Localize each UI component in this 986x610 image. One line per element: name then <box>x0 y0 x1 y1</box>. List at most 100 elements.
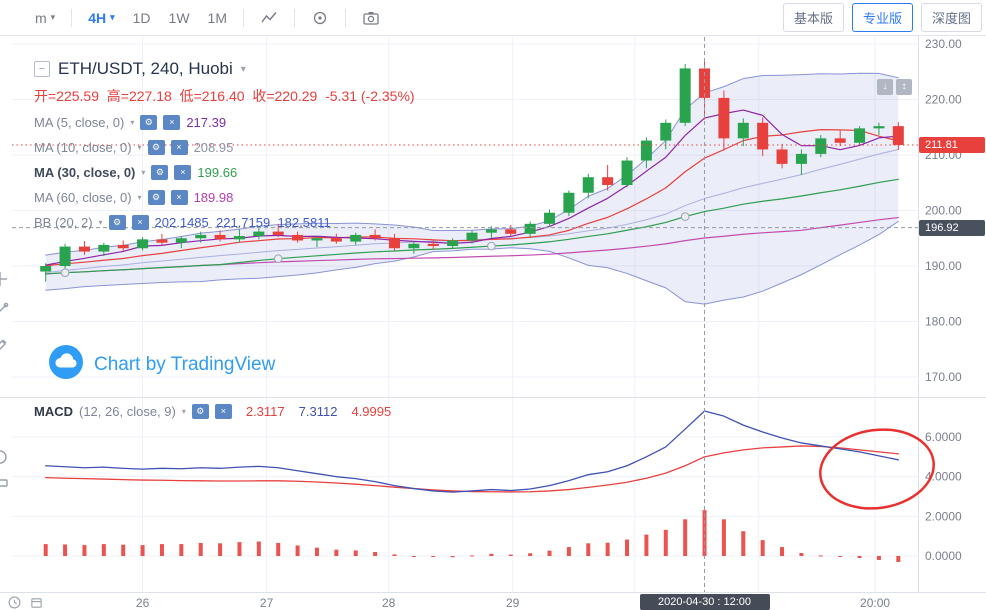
bollinger-band-fill <box>45 73 899 305</box>
indicator-value: 202.1485 221.7159 182.5811 <box>154 215 331 230</box>
last-price-badge: 211.81 <box>919 136 985 153</box>
macd-histogram-bar <box>256 541 261 556</box>
indicator-remove-button[interactable]: × <box>170 140 188 155</box>
clock-icon[interactable] <box>8 596 21 609</box>
macd-histogram-bar <box>411 556 416 557</box>
series-marker <box>60 268 70 278</box>
indicator-row-ma60: MA (60, close, 0) ▾ ⚙ × 189.98 <box>34 185 415 210</box>
pane-collapse-icon[interactable]: ↓ <box>877 79 893 95</box>
macd-dea-value: 4.9995 <box>351 404 392 419</box>
indicator-row-bb: BB (20, 2) ▾ ⚙ × 202.1485 221.7159 182.5… <box>34 210 415 235</box>
macd-remove-button[interactable]: × <box>214 404 232 419</box>
symbol-title-row: − ETH/USDT, 240, Huobi ▾ <box>34 56 415 82</box>
indicator-remove-button[interactable]: × <box>174 165 192 180</box>
macd-histogram-bar <box>392 554 397 556</box>
indicator-remove-button[interactable]: × <box>170 190 188 205</box>
interval-1d-button[interactable]: 1D <box>124 6 160 30</box>
indicator-settings-button[interactable]: ⚙ <box>151 165 169 180</box>
interval-1m-button[interactable]: 1M <box>199 6 236 30</box>
indicator-remove-button[interactable]: × <box>163 115 181 130</box>
pane-resize-icon[interactable]: ↕ <box>896 79 912 95</box>
crosshair <box>12 37 919 592</box>
chevron-down-icon: ▾ <box>50 12 56 22</box>
chart-legend: − ETH/USDT, 240, Huobi ▾ 开=225.59 高=227.… <box>34 56 415 235</box>
macd-pane <box>43 410 901 562</box>
crosshair-time-badge: 2020-04-30 : 12:00 <box>639 594 770 610</box>
svg-text:170.00: 170.00 <box>925 370 962 384</box>
macd-settings-button[interactable]: ⚙ <box>191 404 209 419</box>
bollinger-lower-line <box>45 220 899 305</box>
macd-histogram-bar <box>295 545 300 556</box>
macd-histogram-bar <box>876 556 881 560</box>
chevron-down-icon: ▾ <box>137 193 142 202</box>
svg-text:230.00: 230.00 <box>925 37 962 51</box>
tradingview-watermark[interactable]: Chart by TradingView <box>48 344 275 385</box>
macd-histogram-bar <box>586 543 591 556</box>
svg-text:20:00: 20:00 <box>860 596 890 610</box>
macd-histogram-bar <box>121 544 126 556</box>
macd-params: (12, 26, close, 9) <box>79 404 176 419</box>
toolbar-divider <box>345 8 346 27</box>
indicator-label[interactable]: MA (60, close, 0) <box>34 190 132 205</box>
macd-crossover-annotation[interactable] <box>815 422 939 515</box>
indicators-icon[interactable] <box>302 6 338 30</box>
calendar-icon[interactable] <box>30 596 43 609</box>
indicator-label[interactable]: MA (30, close, 0) <box>34 165 136 180</box>
macd-histogram-bar <box>140 545 145 556</box>
indicator-label[interactable]: BB (20, 2) <box>34 215 93 230</box>
price-pane <box>40 59 904 305</box>
screenshot-icon[interactable] <box>353 6 389 30</box>
indicator-settings-button[interactable]: ⚙ <box>140 115 158 130</box>
macd-histogram-bar <box>547 550 552 556</box>
macd-histogram-bar <box>82 545 87 556</box>
chevron-down-icon: ▾ <box>141 168 146 177</box>
svg-text:180.00: 180.00 <box>925 315 962 329</box>
macd-histogram-bar <box>857 556 862 558</box>
macd-values: 2.3117 7.3112 4.9995 <box>246 404 391 419</box>
svg-text:190.00: 190.00 <box>925 259 962 273</box>
time-axis[interactable]: 26 27 28 29 20:00 <box>136 596 890 610</box>
indicator-label[interactable]: MA (5, close, 0) <box>34 115 125 130</box>
mode-depth-button[interactable]: 深度图 <box>920 3 982 32</box>
interval-minutes-button[interactable]: m ▾ <box>26 6 64 30</box>
brush-tool-icon[interactable] <box>0 332 11 354</box>
macd-histogram-bar <box>101 544 106 556</box>
macd-histogram-bar <box>489 553 494 556</box>
macd-histogram-bar <box>528 553 533 556</box>
svg-text:220.00: 220.00 <box>925 93 962 107</box>
indicator-settings-button[interactable]: ⚙ <box>108 215 126 230</box>
trend-line-tool-icon[interactable] <box>0 300 11 322</box>
legend-collapse-button[interactable]: − <box>34 61 50 77</box>
shape-tool-icon[interactable] <box>0 446 11 468</box>
price-axis[interactable]: 230.00220.00210.00200.00190.00180.00170.… <box>925 37 962 563</box>
indicator-value: 208.95 <box>193 140 234 155</box>
macd-histogram-bar <box>314 547 319 556</box>
indicator-row-ma10: MA (10, close, 0) ▾ ⚙ × 208.95 <box>34 135 415 160</box>
interval-1w-button[interactable]: 1W <box>160 6 199 30</box>
measure-tool-icon[interactable] <box>0 472 11 494</box>
symbol-title[interactable]: ETH/USDT, 240, Huobi <box>58 59 233 78</box>
macd-histogram-bar <box>237 542 242 556</box>
crosshair-tool-icon[interactable] <box>0 268 11 290</box>
pane-controls: ↓ ↕ <box>877 79 912 95</box>
mode-button-group: 基本版 专业版 深度图 <box>782 3 982 32</box>
chart-style-icon[interactable] <box>251 6 287 30</box>
indicator-remove-button[interactable]: × <box>131 215 149 230</box>
mode-pro-button[interactable]: 专业版 <box>851 3 913 32</box>
interval-4h-button[interactable]: 4H ▾ <box>79 6 123 30</box>
macd-histogram-bar <box>663 529 668 556</box>
indicator-label[interactable]: MA (10, close, 0) <box>34 140 132 155</box>
indicator-settings-button[interactable]: ⚙ <box>147 190 165 205</box>
mode-basic-button[interactable]: 基本版 <box>782 3 844 32</box>
chevron-down-icon: ▾ <box>98 218 103 227</box>
interval-minutes-label: m <box>35 9 47 26</box>
macd-histogram-bar <box>276 542 281 556</box>
chevron-down-icon: ▾ <box>130 118 135 127</box>
macd-histogram-bar <box>470 555 474 557</box>
indicator-settings-button[interactable]: ⚙ <box>147 140 165 155</box>
macd-label[interactable]: MACD <box>34 404 73 419</box>
macd-histogram-bar <box>508 554 513 556</box>
macd-histogram-bar <box>63 544 68 556</box>
time-axis-controls <box>8 596 43 609</box>
